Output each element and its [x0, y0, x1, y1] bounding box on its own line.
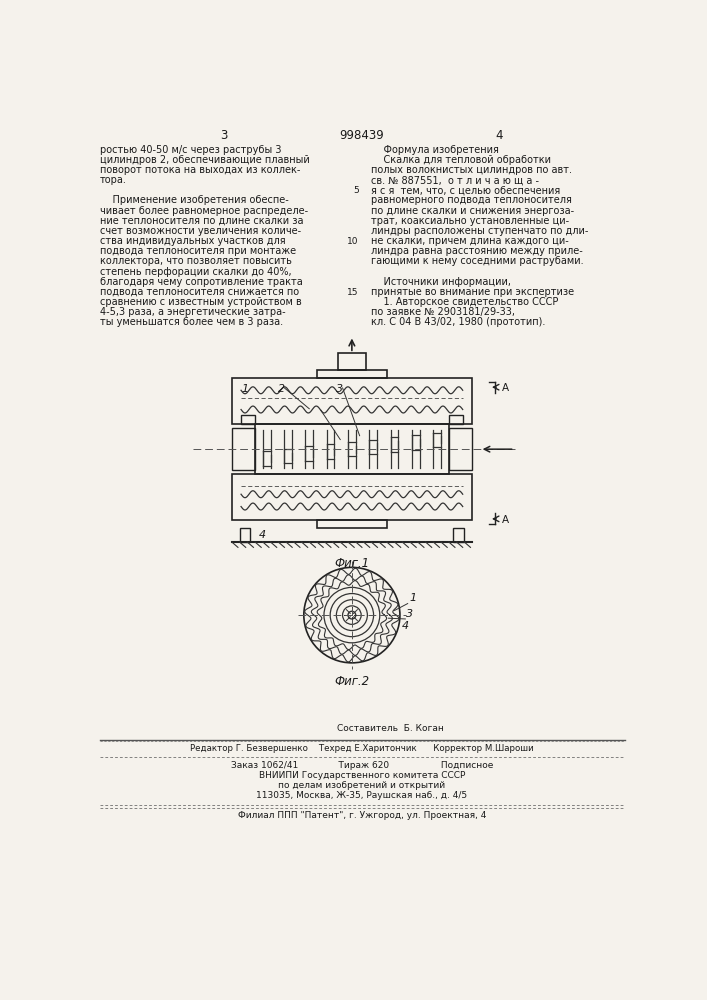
Text: Заказ 1062/41              Тираж 620                  Подписное: Заказ 1062/41 Тираж 620 Подписное [230, 761, 493, 770]
Text: ВНИИПИ Государственного комитета СССР: ВНИИПИ Государственного комитета СССР [259, 771, 465, 780]
Text: чивает более равномерное распределе-: чивает более равномерное распределе- [100, 206, 308, 216]
Text: 4: 4 [402, 621, 409, 631]
Text: ты уменьшатся более чем в 3 раза.: ты уменьшатся более чем в 3 раза. [100, 317, 283, 327]
Bar [240, 528, 250, 542]
Bar [232, 378, 472, 424]
Text: цилиндров 2, обеспечивающие плавный: цилиндров 2, обеспечивающие плавный [100, 155, 313, 165]
Text: 4-5,3 раза, а энергетические затра-: 4-5,3 раза, а энергетические затра- [100, 307, 286, 317]
Text: Редактор Г. Безвершенко    Техред Е.Харитончик      Корректор М.Шароши: Редактор Г. Безвершенко Техред Е.Харитон… [190, 744, 534, 753]
Text: поворот потока на выходах из коллек-: поворот потока на выходах из коллек- [100, 165, 300, 175]
Text: 2: 2 [279, 384, 286, 394]
Bar [449, 415, 462, 424]
Bar [317, 370, 387, 378]
Bar [232, 428, 255, 470]
Text: гающими к нему соседними раструбами.: гающими к нему соседними раструбами. [371, 256, 584, 266]
Text: ние теплоносителя по длине скалки за: ние теплоносителя по длине скалки за [100, 216, 303, 226]
Text: счет возможности увеличения количе-: счет возможности увеличения количе- [100, 226, 301, 236]
Text: трат, коаксиально установленные ци-: трат, коаксиально установленные ци- [371, 216, 569, 226]
Text: Источники информации,: Источники информации, [371, 277, 511, 287]
Text: 1: 1 [241, 384, 248, 394]
Text: А: А [501, 383, 508, 393]
Text: Скалка для тепловой обработки: Скалка для тепловой обработки [371, 155, 551, 165]
Text: 1. Авторское свидетельство СССР: 1. Авторское свидетельство СССР [371, 297, 559, 307]
Text: полых волокнистых цилиндров по авт.: полых волокнистых цилиндров по авт. [371, 165, 572, 175]
Text: я с я  тем, что, с целью обеспечения: я с я тем, что, с целью обеспечения [371, 185, 561, 195]
Text: подвода теплоносителя при монтаже: подвода теплоносителя при монтаже [100, 246, 296, 256]
Text: Формула изобретения: Формула изобретения [371, 145, 499, 155]
Bar [255, 424, 449, 474]
Bar [453, 528, 464, 542]
Text: 15: 15 [347, 288, 359, 297]
Text: ства индивидуальных участков для: ства индивидуальных участков для [100, 236, 286, 246]
Text: 113035, Москва, Ж-35, Раушская наб., д. 4/5: 113035, Москва, Ж-35, Раушская наб., д. … [257, 791, 467, 800]
Text: 3: 3 [221, 129, 228, 142]
Text: кл. С 04 В 43/02, 1980 (прототип).: кл. С 04 В 43/02, 1980 (прототип). [371, 317, 546, 327]
Text: коллектора, что позволяет повысить: коллектора, что позволяет повысить [100, 256, 292, 266]
Text: 4: 4 [259, 530, 266, 540]
Text: Филиал ППП "Патент", г. Ужгород, ул. Проектная, 4: Филиал ППП "Патент", г. Ужгород, ул. Про… [238, 811, 486, 820]
Bar [449, 428, 472, 470]
Text: равномерного подвода теплоносителя: равномерного подвода теплоносителя [371, 195, 572, 205]
Text: степень перфорации скалки до 40%,: степень перфорации скалки до 40%, [100, 267, 291, 277]
Bar [241, 415, 255, 424]
Text: Применение изобретения обеспе-: Применение изобретения обеспе- [100, 195, 288, 205]
Text: 3: 3 [337, 384, 344, 394]
Text: подвода теплоносителя снижается по: подвода теплоносителя снижается по [100, 287, 299, 297]
Text: Фиг.1: Фиг.1 [334, 557, 370, 570]
Text: благодаря чему сопротивление тракта: благодаря чему сопротивление тракта [100, 277, 303, 287]
Text: 998439: 998439 [339, 129, 385, 142]
Text: тора.: тора. [100, 175, 127, 185]
Text: А: А [501, 515, 508, 525]
Text: по длине скалки и снижения энергоза-: по длине скалки и снижения энергоза- [371, 206, 574, 216]
Text: принятые во внимание при экспертизе: принятые во внимание при экспертизе [371, 287, 574, 297]
Text: по делам изобретений и открытий: по делам изобретений и открытий [279, 781, 445, 790]
Text: не скалки, причем длина каждого ци-: не скалки, причем длина каждого ци- [371, 236, 569, 246]
Bar [232, 474, 472, 520]
Text: линдра равна расстоянию между приле-: линдра равна расстоянию между приле- [371, 246, 583, 256]
Text: 3: 3 [406, 609, 414, 619]
Bar [317, 520, 387, 528]
Text: Составитель  Б. Коган: Составитель Б. Коган [337, 724, 444, 733]
Bar [338, 353, 366, 370]
Text: 5: 5 [353, 186, 359, 195]
Text: 10: 10 [347, 237, 359, 246]
Text: 4: 4 [496, 129, 503, 142]
Text: 1: 1 [409, 593, 416, 603]
Text: сравнению с известным устройством в: сравнению с известным устройством в [100, 297, 302, 307]
Text: по заявке № 2903181/29-33,: по заявке № 2903181/29-33, [371, 307, 515, 317]
Text: линдры расположены ступенчато по дли-: линдры расположены ступенчато по дли- [371, 226, 589, 236]
Text: ростью 40-50 м/с через раструбы 3: ростью 40-50 м/с через раструбы 3 [100, 145, 281, 155]
Text: св. № 887551,  о т л и ч а ю щ а -: св. № 887551, о т л и ч а ю щ а - [371, 175, 539, 185]
Text: Фиг.2: Фиг.2 [334, 675, 370, 688]
